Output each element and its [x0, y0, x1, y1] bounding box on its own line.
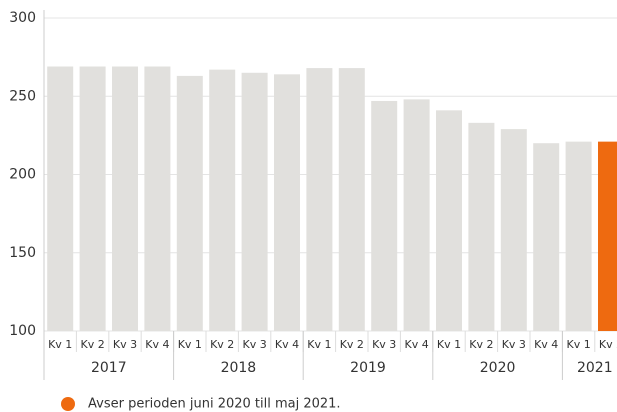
bar [338, 68, 365, 331]
y-tick-label: 150 [9, 245, 36, 261]
x-tick-label: Kv 4 [534, 338, 558, 351]
x-tick-label: Kv 3 [502, 338, 526, 351]
x-tick-label: Kv 4 [275, 338, 299, 351]
bar [144, 66, 171, 331]
bar [112, 66, 138, 331]
x-tick-label: Kv 2 [599, 338, 617, 351]
bar [598, 141, 617, 331]
bar [533, 143, 560, 331]
legend-dot [61, 397, 75, 411]
bar [306, 68, 333, 331]
x-tick-label: Kv 2 [210, 338, 234, 351]
x-tick-label: Kv 1 [48, 338, 72, 351]
bar [176, 75, 203, 331]
bar [47, 66, 74, 331]
bar [436, 110, 462, 332]
x-tick-label: Kv 4 [145, 338, 169, 351]
year-label: 2021 [577, 360, 613, 376]
x-tick-label: Kv 1 [437, 338, 461, 351]
bar [565, 141, 592, 331]
y-tick-label: 300 [9, 10, 36, 26]
bar [371, 100, 398, 331]
y-tick-label: 200 [9, 167, 36, 183]
bar [468, 122, 495, 331]
bar [500, 129, 527, 331]
x-tick-label: Kv 4 [404, 338, 428, 351]
bar [403, 99, 430, 331]
year-label: 2017 [91, 360, 127, 376]
bar [209, 69, 236, 332]
bar [241, 72, 268, 332]
year-label: 2020 [480, 360, 516, 376]
x-tick-label: Kv 2 [469, 338, 493, 351]
x-tick-label: Kv 1 [178, 338, 202, 351]
bar [79, 66, 106, 331]
x-tick-label: Kv 3 [242, 338, 266, 351]
x-tick-label: Kv 3 [113, 338, 137, 351]
year-label: 2018 [221, 360, 257, 376]
y-tick-label: 100 [9, 323, 36, 339]
x-tick-label: Kv 2 [340, 338, 364, 351]
bar [274, 74, 300, 331]
x-tick-label: Kv 1 [307, 338, 331, 351]
year-label: 2019 [350, 360, 386, 376]
x-tick-label: Kv 2 [80, 338, 104, 351]
x-tick-label: Kv 1 [566, 338, 590, 351]
y-tick-label: 250 [9, 88, 36, 104]
legend-note: Avser perioden juni 2020 till maj 2021. [88, 397, 341, 412]
x-tick-label: Kv 3 [372, 338, 396, 351]
